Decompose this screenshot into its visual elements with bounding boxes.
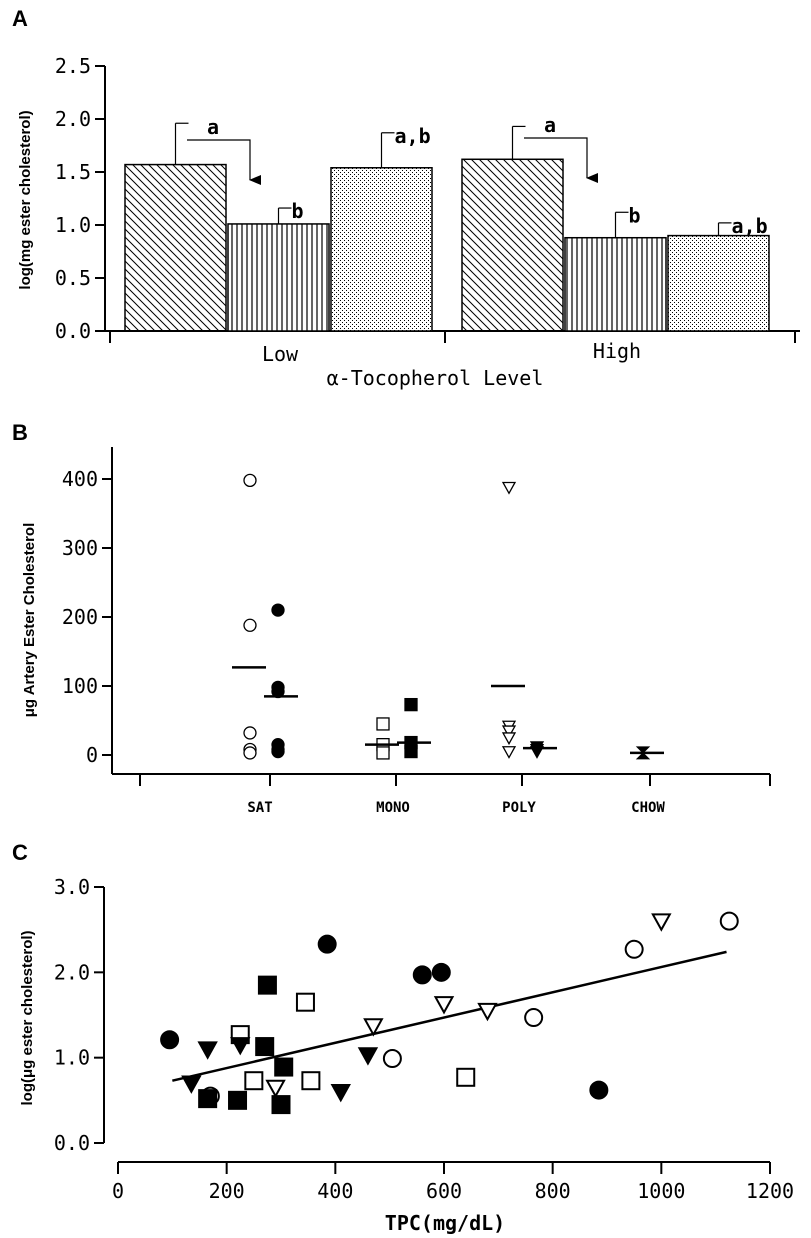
panel-b-category-label: CHOW	[631, 800, 665, 816]
data-point	[271, 603, 285, 617]
data-point	[412, 965, 432, 985]
data-point	[501, 725, 517, 739]
panel-c-y-tick-label: 3.0	[54, 875, 90, 899]
panel-a-y-tick-label: 2.0	[55, 107, 91, 131]
data-point	[301, 1071, 321, 1091]
data-point	[317, 934, 337, 954]
data-point	[330, 1084, 351, 1103]
regression-line	[172, 950, 727, 1082]
comparison-arrow	[187, 139, 261, 185]
data-point	[376, 717, 390, 731]
bar	[330, 167, 433, 332]
panel-c-x-tick-label: 200	[209, 1179, 245, 1203]
significance-label: b	[292, 199, 304, 223]
data-point	[181, 1075, 202, 1094]
panel-b-y-tick-label: 100	[62, 674, 98, 698]
panel-a-y-tick-label: 0.5	[55, 266, 91, 290]
data-point	[295, 992, 315, 1012]
panel-c-y-axis-label: log(μg ester cholesterol)	[19, 930, 36, 1105]
data-point	[243, 726, 257, 740]
panel-a-letter: A	[12, 6, 28, 31]
panel-b-y-tick-label: 0	[86, 743, 98, 767]
data-point	[404, 697, 418, 712]
panel-c-y-tick-label: 0.0	[54, 1131, 90, 1155]
data-point	[230, 1037, 251, 1056]
data-point	[529, 746, 545, 759]
significance-label: a	[207, 115, 219, 139]
data-point	[456, 1067, 476, 1087]
panel-a-category-label: High	[593, 339, 641, 363]
panel-a-y-axis-label: log(mg ester cholesterol)	[17, 110, 34, 289]
data-point	[477, 1002, 498, 1022]
data-point	[376, 746, 390, 760]
significance-label: b	[629, 203, 641, 227]
data-point	[228, 1090, 248, 1110]
bar	[667, 234, 770, 332]
data-point	[501, 732, 517, 746]
panel-c-x-tick-label: 1200	[746, 1179, 794, 1203]
data-point	[501, 746, 517, 759]
panel-c-y-tick-label: 2.0	[54, 960, 90, 984]
panel-c-x-tick-label: 400	[317, 1179, 353, 1203]
panel-b-letter: B	[12, 420, 28, 445]
data-point	[363, 1018, 384, 1037]
data-point	[255, 1037, 275, 1057]
panel-b-y-tick-label: 400	[62, 467, 98, 491]
panel-b-y-tick-label: 300	[62, 536, 98, 560]
data-point	[197, 1041, 218, 1060]
data-point	[257, 975, 277, 995]
data-point	[589, 1080, 609, 1100]
data-point	[271, 744, 285, 759]
panel-a-y-tick-label: 1.5	[55, 160, 91, 184]
panel-a-x-axis-label: α-Tocopherol Level	[327, 366, 544, 390]
panel-c-letter: C	[12, 840, 28, 865]
data-point	[244, 1071, 264, 1091]
bar	[564, 236, 667, 332]
data-point	[243, 473, 257, 488]
bar	[124, 163, 227, 332]
panel-c-x-tick-label: 600	[426, 1179, 462, 1203]
data-point	[160, 1030, 180, 1050]
data-point	[198, 1089, 218, 1109]
data-point	[243, 618, 257, 632]
panel-b-category-label: SAT	[247, 800, 272, 816]
data-point	[624, 939, 644, 959]
data-point	[357, 1047, 379, 1066]
data-point	[271, 1095, 291, 1115]
data-point	[431, 962, 451, 982]
panel-b-y-axis-label: μg Artery Ester Cholesterol	[21, 523, 38, 718]
data-point	[524, 1008, 544, 1028]
bar	[461, 158, 564, 332]
comparison-arrow	[524, 137, 598, 183]
panel-c-x-tick-label: 800	[535, 1179, 571, 1203]
panel-a-bar-chart: log(mg ester cholesterol) α-Tocopherol L…	[17, 54, 800, 390]
panel-c-x-axis-label: TPC(mg/dL)	[385, 1211, 505, 1235]
significance-label: a	[544, 113, 556, 137]
data-point	[382, 1049, 402, 1069]
significance-label: a,b	[732, 214, 768, 238]
panel-a-y-tick-label: 0.0	[55, 319, 91, 343]
panel-c-x-tick-label: 0	[112, 1179, 124, 1203]
significance-label: a,b	[395, 124, 431, 148]
bar	[227, 223, 330, 332]
panel-b-category-label: MONO	[376, 800, 410, 816]
panel-c-x-tick-label: 1000	[637, 1179, 685, 1203]
data-point	[265, 1079, 286, 1099]
data-point	[719, 911, 739, 931]
panel-c-scatter: log(μg ester cholesterol) TPC(mg/dL) 0.0…	[19, 875, 794, 1235]
panel-b-scatter: μg Artery Ester Cholesterol 0 100 200 300 40…	[21, 447, 771, 816]
panel-b-category-label: POLY	[502, 800, 536, 816]
panel-a-y-tick-label: 1.0	[55, 213, 91, 237]
panel-b-y-tick-label: 200	[62, 605, 98, 629]
data-point	[651, 913, 672, 932]
data-point	[404, 744, 418, 759]
data-point	[274, 1057, 294, 1077]
data-point	[433, 996, 455, 1015]
data-point	[243, 746, 257, 760]
panel-c-y-tick-label: 1.0	[54, 1046, 90, 1070]
panel-a-category-label: Low	[262, 342, 299, 366]
panel-a-y-tick-label: 2.5	[55, 54, 91, 78]
data-point	[501, 481, 517, 495]
